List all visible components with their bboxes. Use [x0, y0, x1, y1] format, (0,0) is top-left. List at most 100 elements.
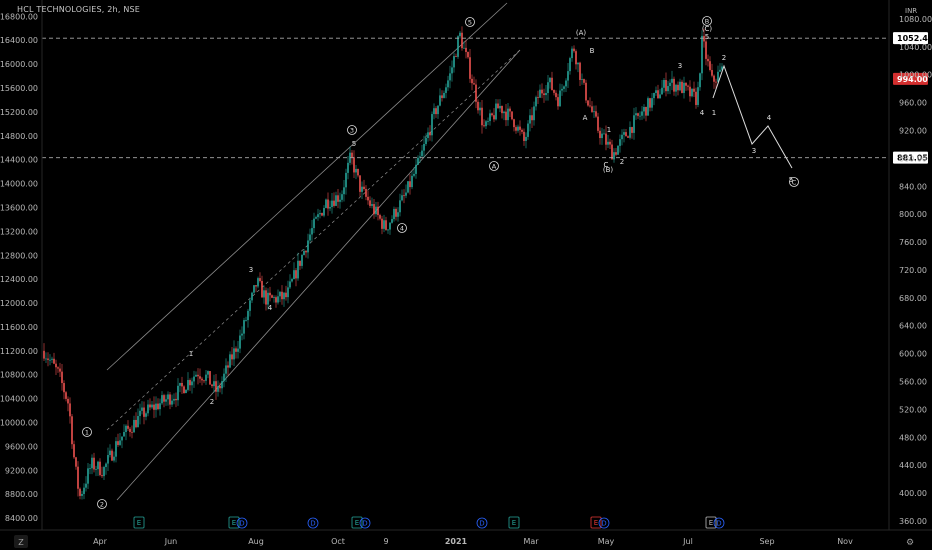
candle-body: [225, 365, 227, 374]
candle-body: [693, 88, 695, 92]
candle-body: [53, 358, 55, 364]
candle-body: [683, 82, 685, 93]
candle-body: [233, 348, 235, 360]
x-axis-tick: Sep: [759, 537, 774, 546]
candle-body: [713, 75, 715, 82]
candle-body: [557, 97, 559, 107]
candle-body: [623, 132, 625, 135]
wave-label: (A): [576, 29, 587, 37]
candle-body: [209, 371, 211, 385]
candle-body: [657, 90, 659, 99]
candle-body: [645, 106, 647, 116]
wave-circle: [97, 499, 107, 509]
candle-body: [311, 228, 313, 235]
candle-body: [435, 108, 437, 115]
wave-circle-label: 4: [400, 225, 404, 233]
candle-body: [571, 48, 573, 59]
candle-body: [677, 84, 679, 91]
candle-body: [203, 380, 205, 382]
left-price-axis[interactable]: 16800.00 16400.00 16000.00 15600.00 15200.00…: [0, 0, 43, 530]
candle-body: [101, 475, 103, 477]
candle-body: [569, 58, 571, 72]
candle-body: [75, 457, 77, 467]
candle-body: [489, 113, 491, 122]
x-axis-tick: Nov: [837, 537, 853, 546]
left-axis-tick: 12000.00: [0, 299, 38, 308]
candle-body: [585, 82, 587, 101]
candle-body: [687, 85, 689, 87]
wave-circle: [82, 427, 92, 437]
candle-body: [109, 450, 111, 456]
candle-body: [345, 172, 347, 188]
wave-label: 4: [700, 109, 705, 117]
candle-body: [679, 81, 681, 91]
right-axis-tick: 800.00: [899, 210, 927, 219]
candle-body: [57, 367, 59, 369]
candle-body: [449, 73, 451, 81]
candle-body: [519, 126, 521, 130]
candle-body: [651, 98, 653, 108]
right-axis-tick: 960.00: [899, 99, 927, 108]
candle-body: [433, 108, 435, 115]
candle-body: [77, 466, 79, 489]
candle-body: [673, 78, 675, 92]
candle-body: [261, 280, 263, 298]
candle-body: [653, 92, 655, 99]
candle-body: [437, 105, 439, 115]
candle-body: [377, 206, 379, 216]
candle-body: [317, 214, 319, 218]
candle-body: [363, 186, 365, 190]
candle-body: [305, 250, 307, 253]
candle-body: [473, 83, 475, 85]
level-tag: [893, 32, 928, 45]
left-axis-tick: 11600.00: [0, 323, 38, 332]
candle-body: [55, 363, 57, 368]
candle-body: [535, 97, 537, 107]
candle-body: [617, 145, 619, 155]
candle-body: [243, 320, 245, 334]
candle-body: [371, 204, 373, 206]
candle-body: [695, 91, 697, 105]
current-price-text: 994.00: [897, 75, 928, 84]
zoom-button-label: Z: [18, 538, 24, 547]
candle-body: [237, 348, 239, 352]
candle-body: [177, 385, 179, 401]
candle-body: [353, 157, 355, 173]
chart-title: HCL TECHNOLOGIES, 2h, NSE: [17, 5, 141, 14]
candle-body: [255, 285, 257, 287]
candle-body: [167, 394, 169, 400]
wave-label: (C): [702, 25, 713, 33]
candle-body: [661, 87, 663, 95]
candle-body: [659, 94, 661, 99]
candle-body: [655, 90, 657, 93]
candle-body: [481, 107, 483, 126]
candle-body: [289, 281, 291, 288]
candle-body: [299, 260, 301, 266]
time-axis[interactable]: Apr Jun Aug Oct 9 2021 Mar May Jul Sep Nov Z ⚙: [0, 529, 932, 548]
event-marker-label: E: [512, 519, 516, 527]
candle-body: [165, 399, 167, 402]
wave-projection: [712, 64, 793, 169]
candle-body: [357, 168, 359, 176]
candle-body: [139, 410, 141, 417]
wave-label: C: [604, 161, 609, 169]
candle-body: [515, 127, 517, 131]
level-tag-text: 1052.40: [897, 34, 932, 43]
candle-body: [275, 297, 277, 303]
candle-body: [707, 58, 709, 62]
candle-body: [105, 463, 107, 467]
candle-body: [379, 215, 381, 219]
candle-body: [65, 392, 67, 399]
left-axis-tick: 12800.00: [0, 251, 38, 260]
candle-body: [131, 431, 133, 433]
candle-body: [615, 152, 617, 155]
candle-body: [151, 404, 153, 408]
candle-body: [381, 218, 383, 229]
candle-body: [609, 141, 611, 145]
candle-body: [639, 115, 641, 117]
candle-body: [115, 441, 117, 457]
left-axis-tick: 14800.00: [0, 132, 38, 141]
x-axis-tick: Mar: [523, 537, 539, 546]
